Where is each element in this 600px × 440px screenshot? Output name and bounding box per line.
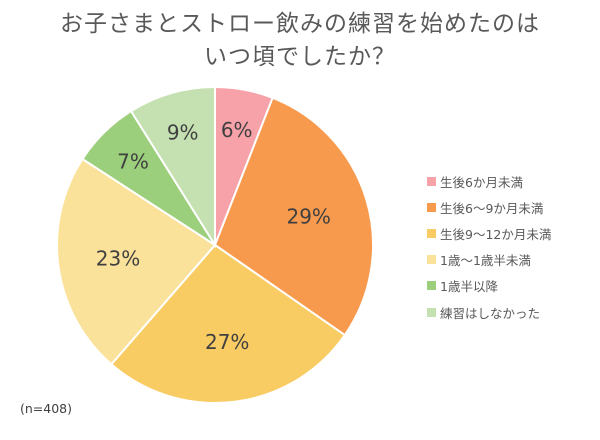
chart-title-line-2: いつ頃でしたか？ [204, 44, 396, 70]
legend-item-1: 生後6か月未満 [427, 168, 551, 194]
legend-item-5: 1歳半以降 [427, 273, 551, 299]
legend-label-1: 生後6か月未満 [440, 174, 523, 190]
chart-title: お子さまとストロー飲みの練習を始めたのは いつ頃でしたか？ [0, 8, 600, 74]
legend-label-6: 練習はしなかった [440, 305, 541, 321]
legend-swatch-6 [427, 307, 436, 317]
pie-slice-6 [129, 85, 216, 249]
slice-label-5: 7% [117, 150, 149, 174]
legend-swatch-2 [427, 202, 436, 212]
slice-label-6: 9% [167, 121, 199, 145]
legend-swatch-4 [427, 255, 436, 265]
legend-label-2: 生後6〜9か月未満 [440, 200, 544, 216]
legend-item-3: 生後9〜12か月未満 [427, 220, 551, 246]
pie-slice-2 [213, 96, 374, 337]
legend-item-6: 練習はしなかった [427, 299, 551, 325]
legend-swatch-3 [427, 228, 436, 238]
legend-item-4: 1歳〜1歳半未満 [427, 247, 551, 273]
slice-label-1: 6% [221, 118, 253, 142]
legend-label-4: 1歳〜1歳半未満 [440, 253, 531, 269]
chart-title-line-1: お子さまとストロー飲みの練習を始めたのは [60, 11, 540, 37]
legend-swatch-5 [427, 281, 436, 291]
legend-label-3: 生後9〜12か月未満 [440, 226, 552, 242]
sample-size-note: (n=408) [20, 401, 73, 416]
pie-slice-3 [109, 243, 347, 405]
legend-label-5: 1歳半以降 [440, 279, 498, 295]
chart-legend: 生後6か月未満生後6〜9か月未満 生後9〜12か月未満 1歳〜1歳半未満 1歳半以降練… [427, 168, 551, 325]
slice-label-2: 29% [286, 205, 330, 229]
slice-label-3: 27% [205, 330, 249, 354]
legend-swatch-1 [427, 176, 436, 186]
pie-slice-4 [56, 157, 217, 366]
legend-item-2: 生後6〜9か月未満 [427, 194, 551, 220]
slice-label-4: 23% [96, 247, 140, 271]
